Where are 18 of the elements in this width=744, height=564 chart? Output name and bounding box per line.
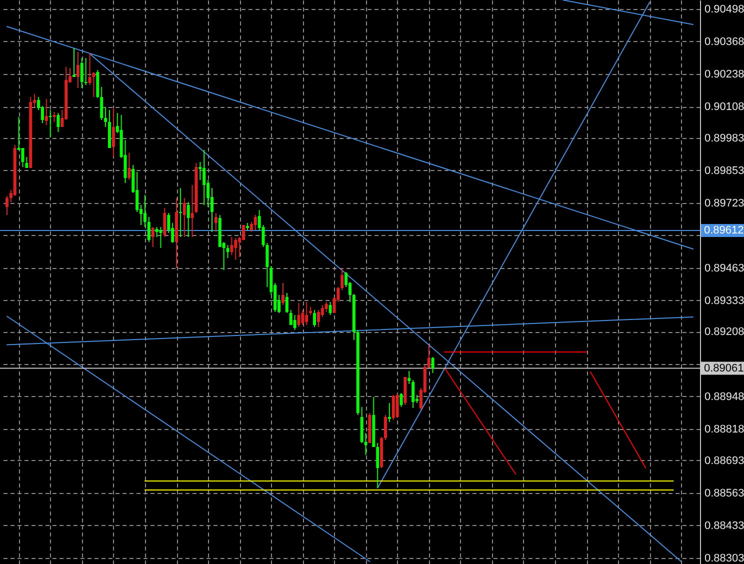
y-tick-label: 0.89983 — [704, 132, 744, 144]
y-tick-label: 0.89463 — [704, 262, 744, 274]
y-tick-label: 0.88433 — [704, 520, 744, 532]
ref-line-label: 0.89061 — [704, 362, 744, 374]
y-tick-label: 0.90368 — [704, 36, 744, 48]
y-tick-label: 0.89208 — [704, 326, 744, 338]
y-tick-label: 0.90498 — [704, 4, 744, 16]
y-tick-label: 0.88563 — [704, 487, 744, 500]
y-tick-label: 0.88303 — [704, 552, 744, 564]
y-tick-label: 0.88818 — [704, 424, 744, 436]
ref-line-label: 0.89612 — [704, 224, 744, 236]
y-tick-label: 0.90108 — [704, 101, 744, 113]
y-tick-label: 0.89723 — [704, 197, 744, 210]
y-tick-label: 0.88693 — [704, 454, 744, 467]
y-tick-label: 0.90238 — [704, 68, 744, 80]
y-tick-label: 0.88948 — [704, 391, 744, 403]
y-tick-label: 0.89333 — [704, 294, 744, 307]
y-tick-label: 0.89853 — [704, 164, 744, 177]
